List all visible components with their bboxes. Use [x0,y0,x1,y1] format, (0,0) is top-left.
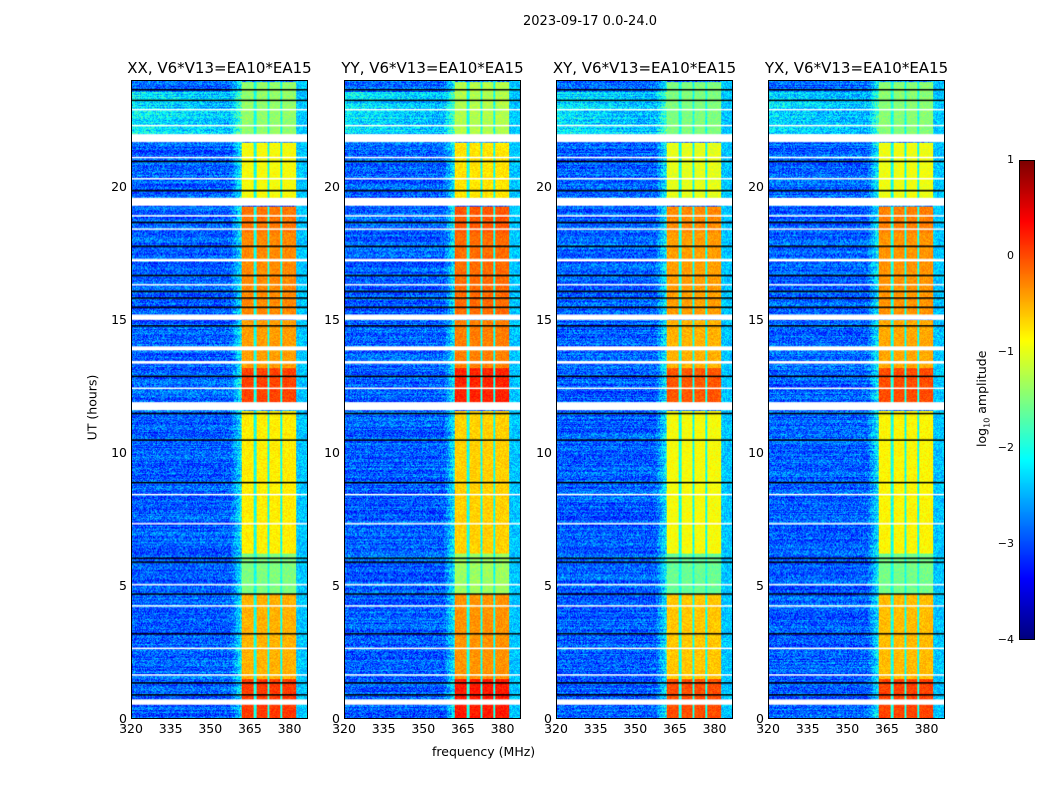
y-tick-label: 0 [332,711,340,726]
y-tick-label: 15 [748,311,764,327]
colorbar-tick-label: −3 [997,537,1014,550]
spectrogram-panel [344,80,521,719]
x-tick-label: 380 [490,721,515,736]
y-tick-label: 5 [119,577,127,593]
y-tick-label: 20 [748,178,764,194]
y-tick-label: 10 [111,444,127,460]
panel-title: XX, V6*V13=EA10*EA15 [127,59,312,77]
x-tick-label: 350 [198,721,223,736]
y-tick-label: 0 [119,711,127,726]
y-tick-label: 20 [111,178,127,194]
y-tick-label: 5 [332,577,340,593]
y-tick-label: 10 [536,444,552,460]
y-tick-label: 15 [324,311,340,327]
x-tick-label: 335 [371,721,396,736]
colorbar-tick-label: −4 [997,633,1014,646]
colorbar-tick-label: −1 [997,345,1014,358]
x-tick-label: 350 [623,721,648,736]
spectrogram-heatmap [557,81,732,718]
x-tick-label: 320 [756,721,780,736]
colorbar-tick-label: −2 [997,441,1014,454]
x-tick-label: 335 [158,721,183,736]
y-tick-label: 0 [756,711,764,726]
colorbar-tick-label: 0 [1007,249,1014,262]
x-tick-label: 350 [411,721,436,736]
x-tick-label: 365 [874,721,899,736]
x-tick-label: 335 [795,721,820,736]
x-tick-label: 365 [237,721,262,736]
x-tick-label: 320 [119,721,143,736]
x-tick-label: 350 [835,721,860,736]
y-tick-label: 20 [536,178,552,194]
spectrogram-heatmap [769,81,944,718]
y-tick-label: 10 [324,444,340,460]
spectrogram-panel [131,80,308,719]
y-tick-label: 15 [536,311,552,327]
panel-title: YX, V6*V13=EA10*EA15 [764,59,949,77]
x-tick-label: 365 [450,721,475,736]
x-tick-label: 335 [583,721,608,736]
spectrogram-heatmap [132,81,307,718]
spectrogram-panel [768,80,945,719]
y-tick-label: 20 [324,178,340,194]
figure-title: 2023-09-17 0.0-24.0 [523,14,657,29]
x-tick-label: 380 [914,721,939,736]
x-axis-label: frequency (MHz) [432,744,536,759]
y-tick-label: 5 [756,577,764,593]
y-tick-label: 10 [748,444,764,460]
colorbar [1019,160,1035,640]
panel-title: YY, V6*V13=EA10*EA15 [341,59,524,77]
y-axis-label: UT (hours) [84,374,100,441]
colorbar-label: log10 amplitude [974,341,992,456]
colorbar-tick-label: 1 [1007,153,1014,166]
colorbar-label-rest: amplitude [973,350,989,418]
panel-title: XY, V6*V13=EA10*EA15 [552,59,737,77]
colorbar-label-sub: 10 [982,417,992,428]
y-tick-label: 15 [111,311,127,327]
x-tick-label: 365 [662,721,687,736]
y-tick-label: 5 [544,577,552,593]
spectrogram-heatmap [345,81,520,718]
x-tick-label: 320 [544,721,568,736]
x-tick-label: 380 [277,721,302,736]
spectrogram-panel [556,80,733,719]
colorbar-label-main: log [973,427,989,447]
x-tick-label: 320 [332,721,356,736]
x-tick-label: 380 [702,721,727,736]
y-tick-label: 0 [544,711,552,726]
